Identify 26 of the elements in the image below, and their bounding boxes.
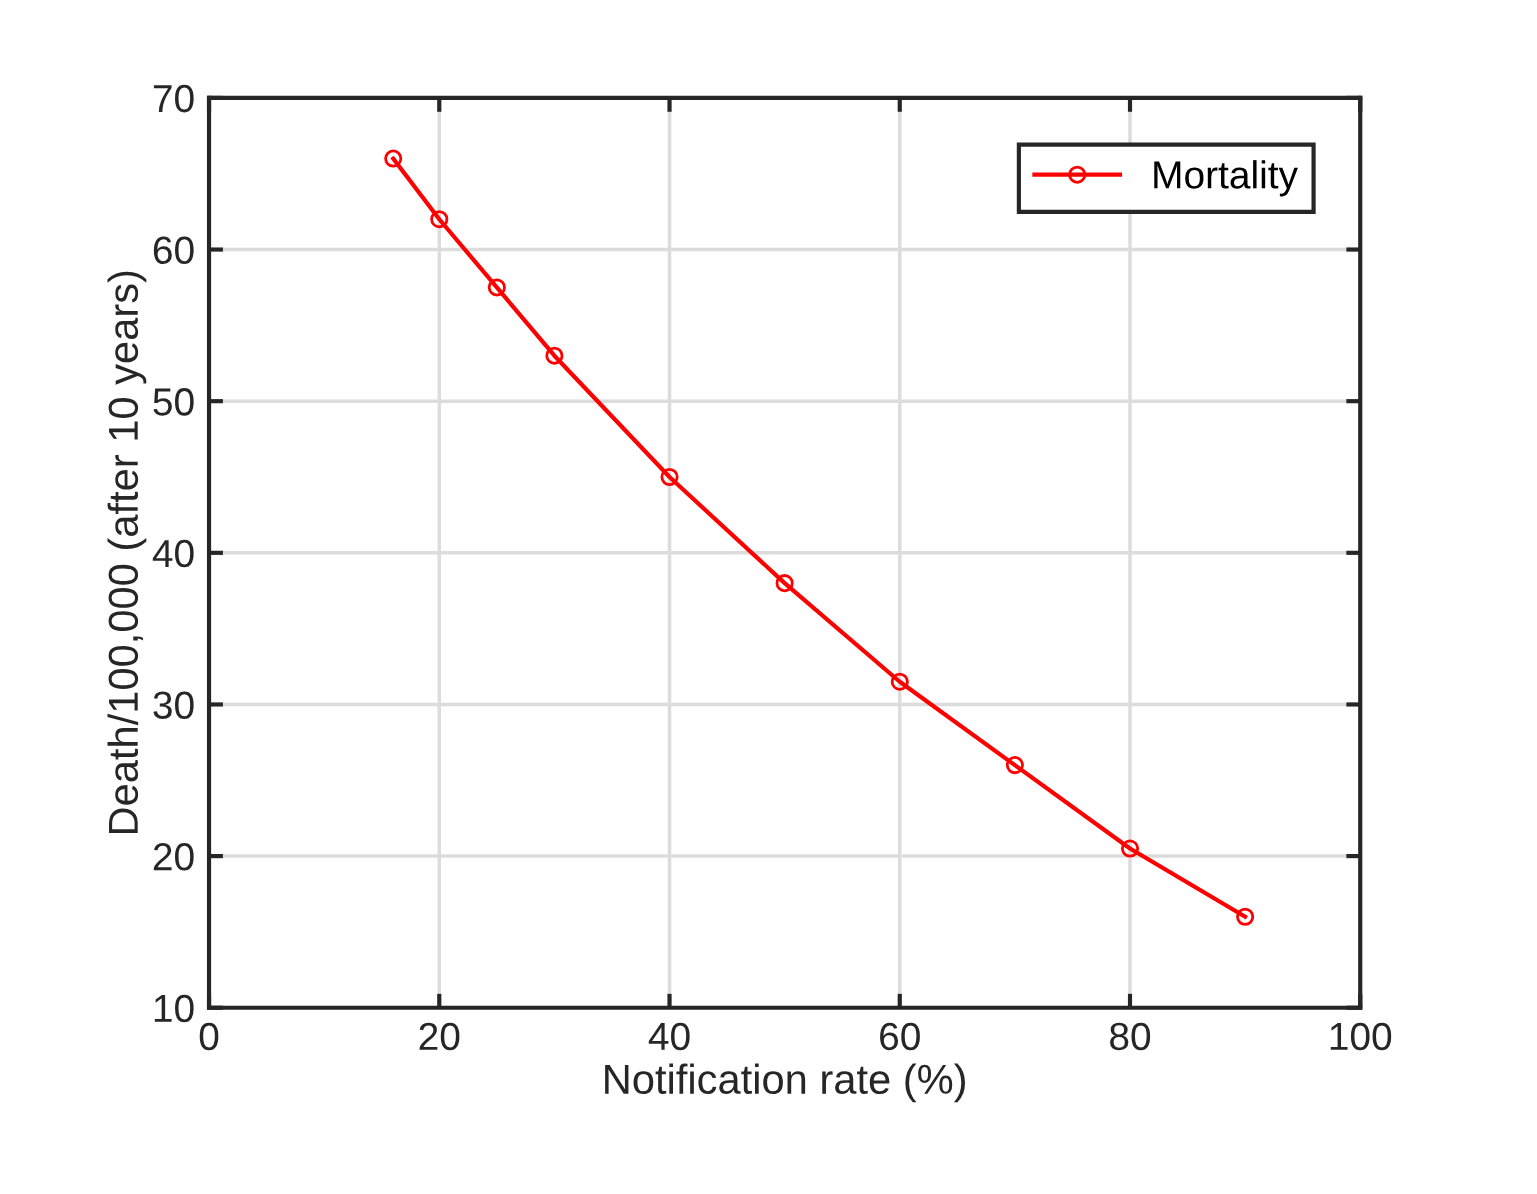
y-axis-title: Death/100,000 (after 10 years) xyxy=(107,271,147,834)
point xyxy=(890,672,909,691)
point xyxy=(487,278,506,297)
y-tick-label: 50 xyxy=(153,388,194,416)
point xyxy=(1236,907,1255,926)
point xyxy=(384,149,403,168)
y-tick-label: 20 xyxy=(153,843,194,871)
point xyxy=(660,467,679,487)
point xyxy=(1005,756,1024,775)
point xyxy=(430,210,449,229)
y-tick-label: 30 xyxy=(153,691,194,719)
x-tick-label: 60 xyxy=(880,1022,920,1051)
point xyxy=(1120,839,1140,858)
x-tick-label: 40 xyxy=(648,1022,690,1051)
y-tick-label: 70 xyxy=(153,84,194,113)
x-tick-label: 20 xyxy=(419,1022,460,1051)
x-tick-label: 0 xyxy=(199,1022,219,1051)
x-axis-title: Notification rate (%) xyxy=(605,1063,965,1103)
x-tick-label: 100 xyxy=(1330,1022,1392,1051)
y-tick-label: 10 xyxy=(154,994,194,1023)
y-tick-label: 60 xyxy=(153,236,194,265)
point xyxy=(775,574,794,593)
point xyxy=(545,346,564,365)
y-tick-label: 40 xyxy=(152,539,194,568)
legend-label: Mortality xyxy=(1154,160,1298,197)
x-tick-label: 80 xyxy=(1110,1022,1151,1051)
